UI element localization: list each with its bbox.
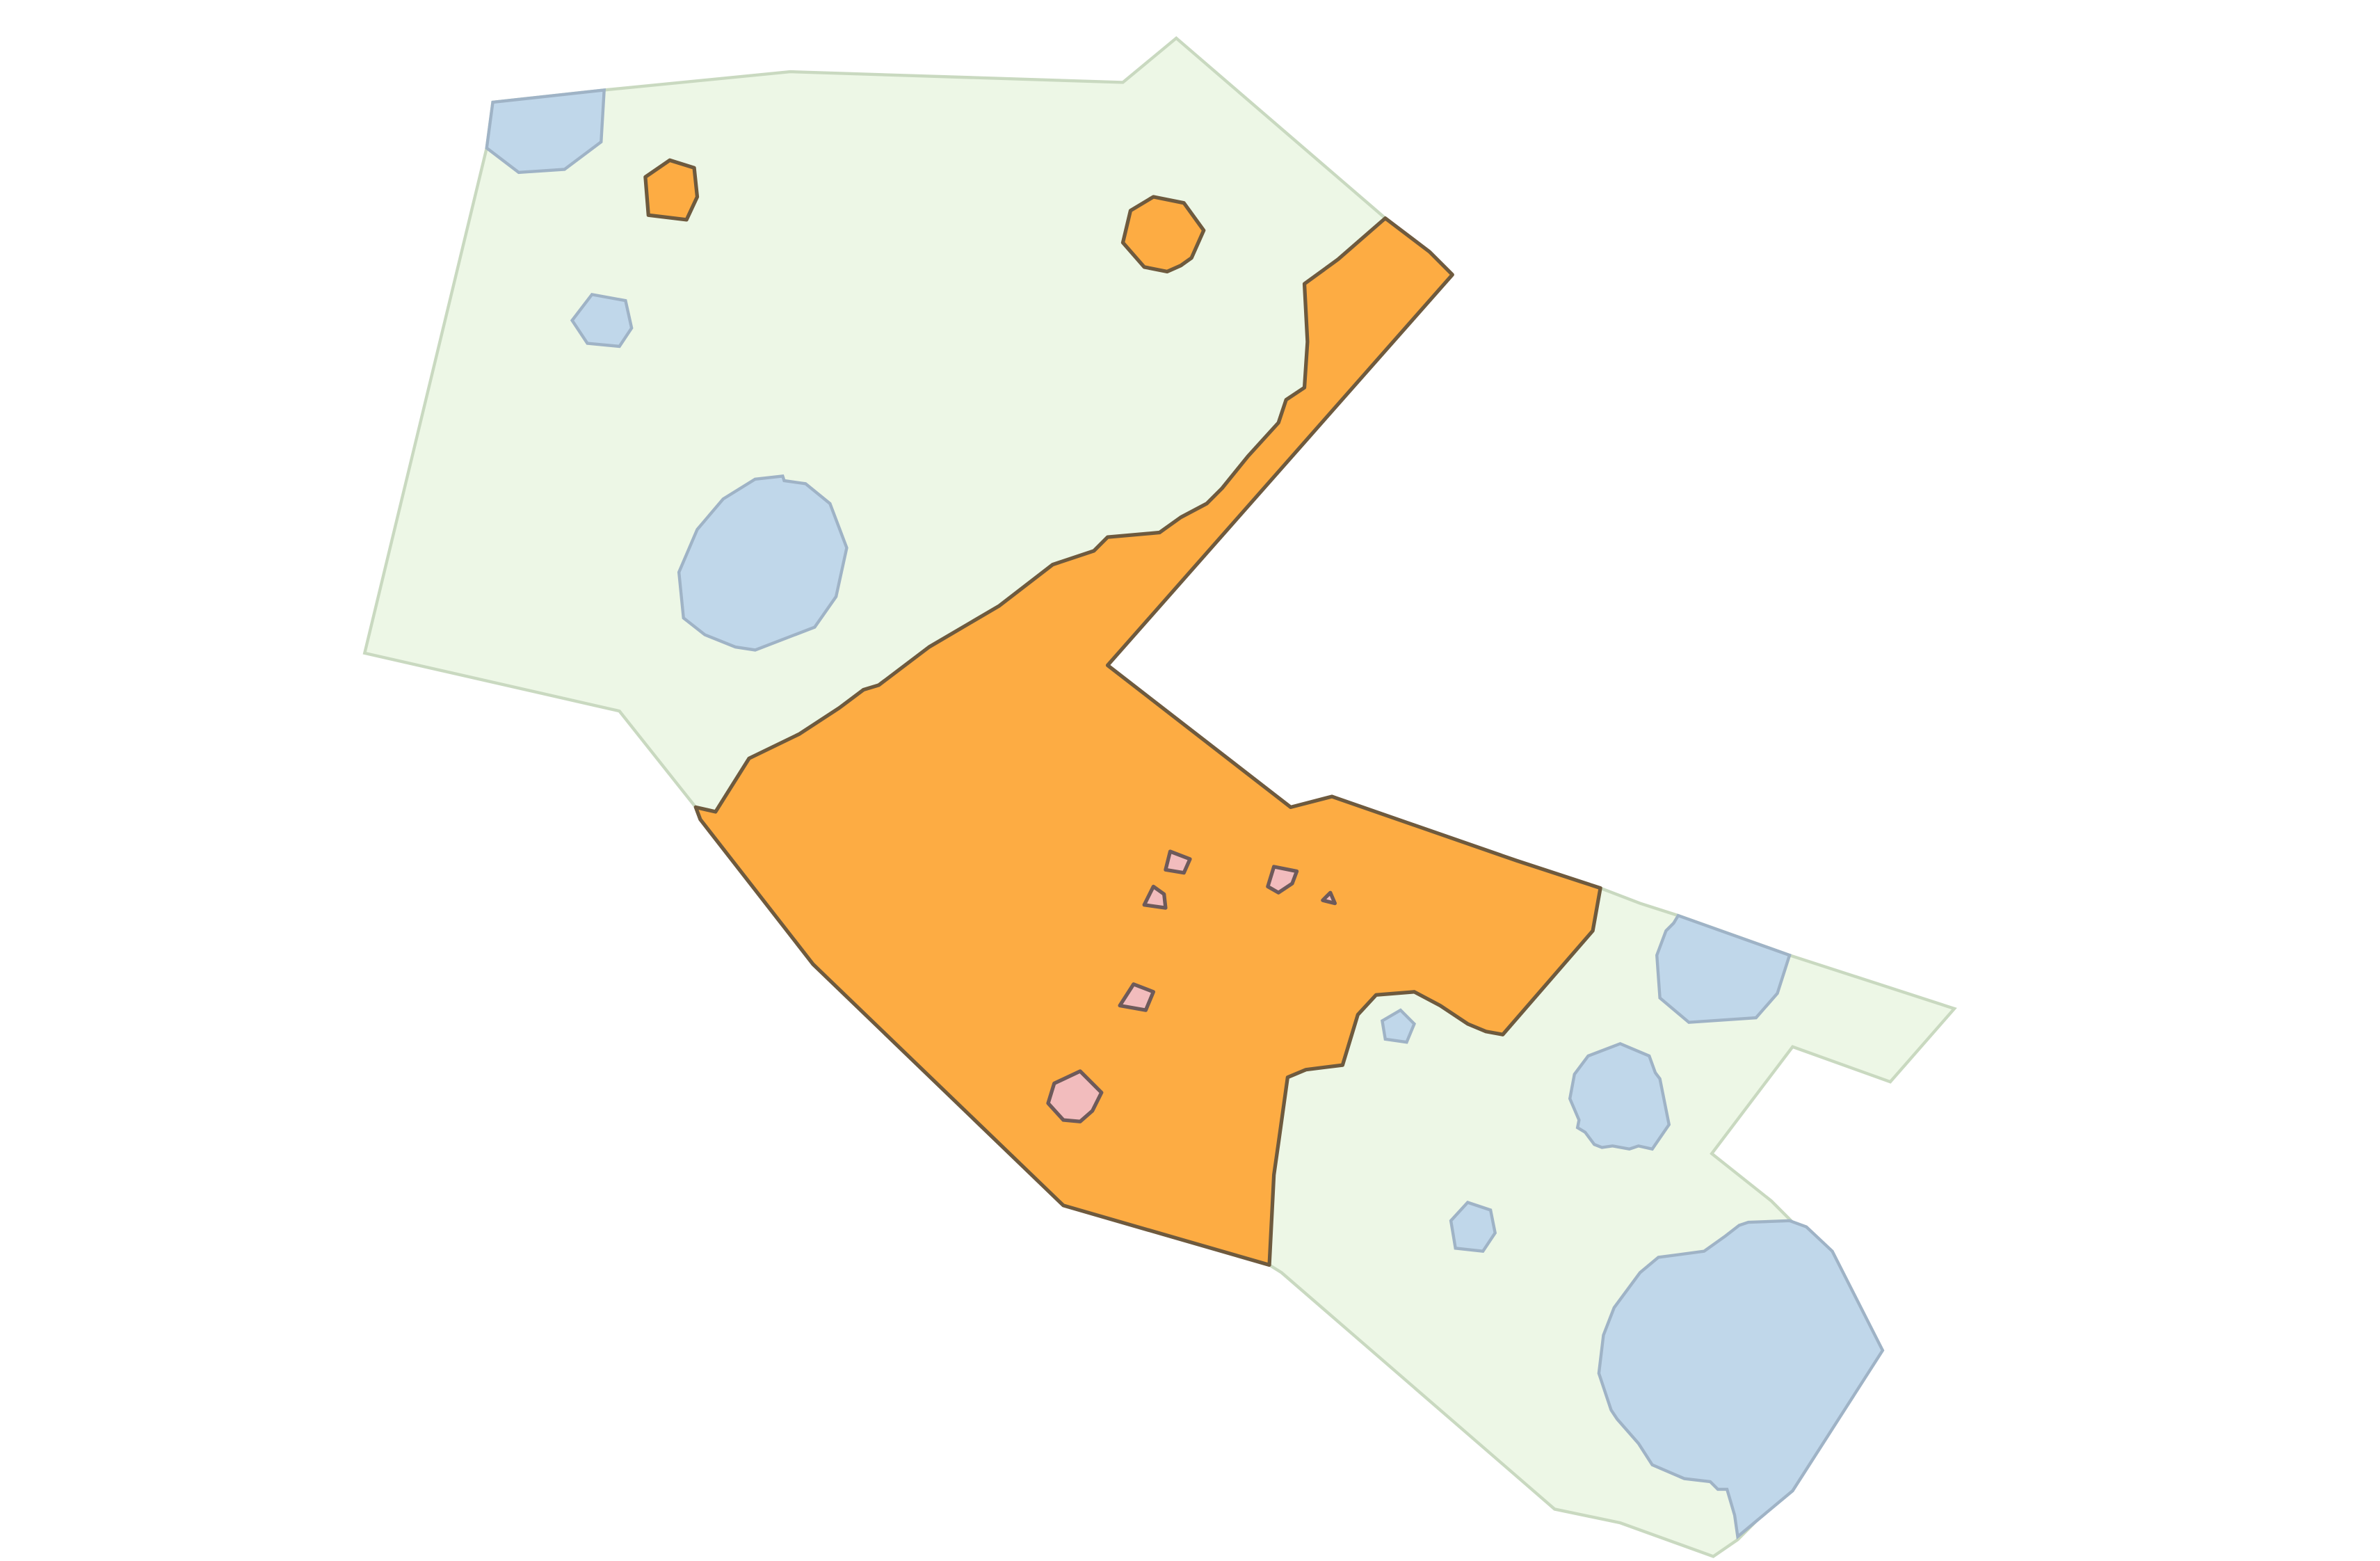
water-body-large-north[interactable] xyxy=(677,474,849,652)
pink-parcel-1[interactable] xyxy=(1164,849,1192,875)
pink-parcel-4[interactable] xyxy=(1321,890,1337,906)
water-body-large-southeast[interactable] xyxy=(1597,1219,1885,1540)
water-body-northwest-corner[interactable] xyxy=(485,88,606,175)
water-body-small-center[interactable] xyxy=(1380,1008,1417,1044)
pink-parcel-3[interactable] xyxy=(1266,865,1299,895)
pink-parcel-2[interactable] xyxy=(1142,884,1168,910)
pink-parcel-5[interactable] xyxy=(1118,982,1155,1012)
water-body-medium-east[interactable] xyxy=(1568,1042,1671,1151)
water-body-east-edge[interactable] xyxy=(1655,913,1792,1024)
orange-patch-north[interactable] xyxy=(1120,195,1206,274)
orange-patch-northwest[interactable] xyxy=(643,158,700,222)
orange-zone-main[interactable] xyxy=(693,216,1602,1267)
pink-parcel-6[interactable] xyxy=(1046,1069,1104,1123)
water-body-small-west[interactable] xyxy=(570,292,634,349)
water-body-small-south[interactable] xyxy=(1449,1200,1497,1254)
